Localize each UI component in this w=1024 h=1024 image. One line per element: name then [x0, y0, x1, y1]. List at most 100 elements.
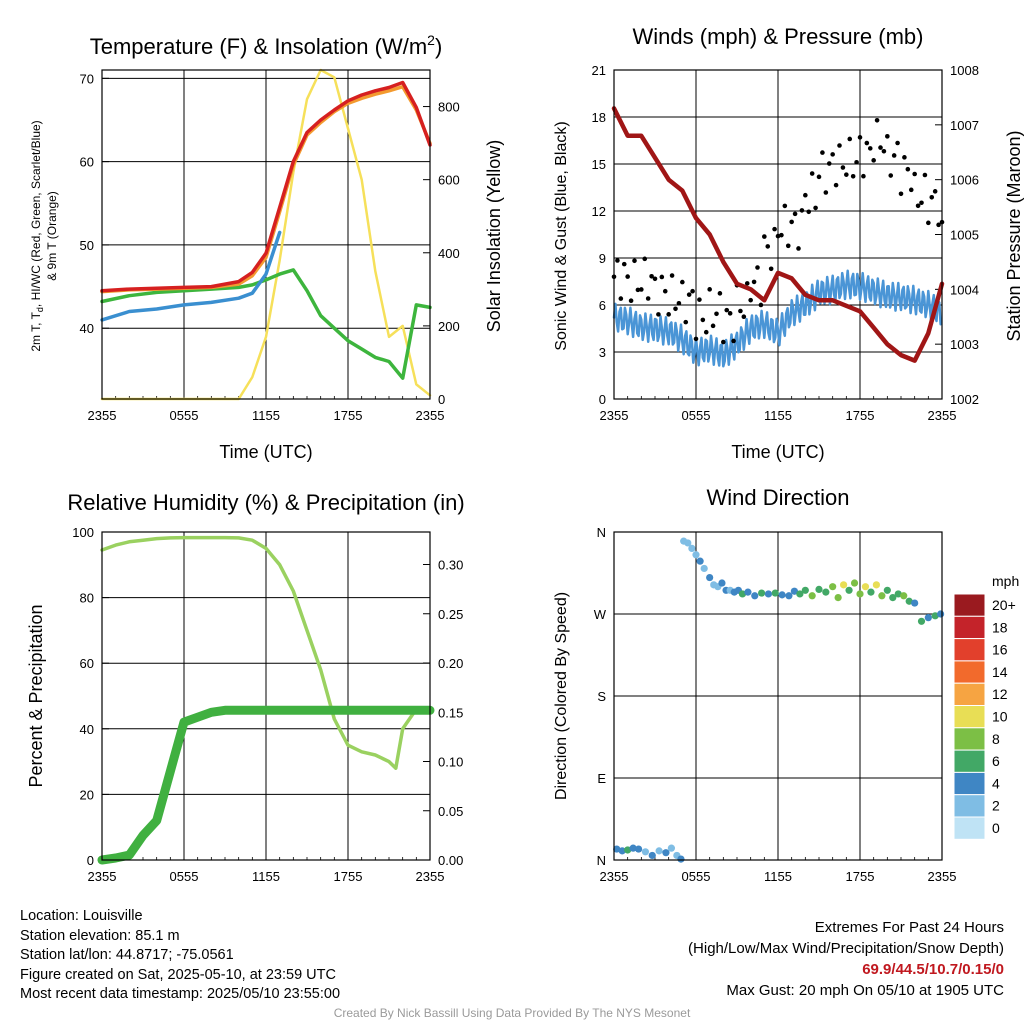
- gust-point: [717, 291, 723, 296]
- y-tick-label: W: [594, 607, 607, 622]
- x-tick-label: 1155: [252, 408, 280, 423]
- direction-point: [684, 539, 692, 547]
- direction-point: [629, 844, 637, 852]
- colorbar-swatch: [953, 593, 986, 617]
- colorbar-label: 12: [992, 686, 1008, 702]
- gust-point: [710, 323, 716, 329]
- gust-point: [676, 300, 682, 306]
- direction-point: [872, 581, 881, 589]
- station-info: Location: Louisville Station elevation: …: [20, 907, 340, 1005]
- x-tick-label: 1155: [764, 408, 792, 423]
- gust-point: [632, 258, 637, 264]
- y-tick-label: 6: [599, 298, 606, 313]
- winds-xlabel: Time (UTC): [731, 442, 824, 462]
- direction-point: [790, 587, 799, 595]
- extremes-box: Extremes For Past 24 Hours (High/Low/Max…: [688, 917, 1004, 1001]
- x-tick-label: 1755: [846, 869, 875, 884]
- winds-title: Winds (mph) & Pressure (mb): [633, 24, 924, 49]
- gust-point: [683, 319, 689, 325]
- gust-point: [888, 173, 894, 178]
- gust-point: [796, 246, 801, 251]
- gust-point: [871, 158, 876, 163]
- pressure-line: [611, 106, 945, 363]
- direction-point: [677, 855, 685, 863]
- y-tick-label: 80: [80, 591, 94, 606]
- humidity-panel: Relative Humidity (%) & Precipitation (i…: [26, 490, 465, 884]
- gust-point: [768, 266, 774, 272]
- y2-tick-label: 0.30: [438, 558, 463, 573]
- direction-point: [889, 594, 897, 602]
- gust-point: [731, 338, 736, 344]
- pressure-ylabel: Station Pressure (Maroon): [1004, 130, 1024, 341]
- direction-point: [778, 591, 786, 599]
- gust-point: [724, 307, 730, 313]
- gust-point: [656, 312, 661, 317]
- y-tick-label: 70: [80, 71, 94, 86]
- gust-point: [922, 172, 928, 178]
- gust-point: [635, 287, 641, 293]
- direction-point: [883, 586, 891, 594]
- humidity-ylabel: Percent & Precipitation: [26, 604, 46, 787]
- direction-point: [905, 597, 913, 605]
- y2-tick-label: 0.10: [438, 755, 463, 770]
- y-tick-label: 50: [80, 238, 94, 253]
- gust-point: [789, 219, 794, 225]
- colorbar-swatch: [953, 771, 986, 796]
- direction-point: [845, 586, 853, 594]
- colorbar-label: 10: [992, 709, 1008, 725]
- y2-tick-label: 1008: [950, 63, 979, 78]
- credit-line: Created By Nick Bassill Using Data Provi…: [333, 1006, 691, 1020]
- x-tick-label: 1155: [252, 869, 280, 884]
- gust-point: [673, 306, 678, 312]
- gust-point: [878, 145, 883, 150]
- x-tick-label: 2355: [416, 869, 445, 884]
- extremes-title: Extremes For Past 24 Hours: [814, 919, 1004, 936]
- gust-point: [744, 281, 750, 286]
- colorbar-title: mph: [992, 573, 1019, 589]
- y-tick-label: 3: [599, 345, 606, 360]
- gust-point: [615, 258, 620, 263]
- gust-point: [748, 297, 753, 303]
- direction-point: [744, 588, 752, 596]
- gust-point: [700, 317, 706, 323]
- direction-point: [829, 583, 837, 591]
- temperature-panel: Temperature (F) & Insolation (W/m2) 2355…: [29, 32, 504, 462]
- gust-point: [861, 173, 866, 179]
- x-tick-label: 2355: [88, 869, 117, 884]
- x-tick-label: 0555: [682, 869, 711, 884]
- gust-point: [686, 292, 692, 297]
- plot-border: [613, 69, 943, 400]
- gust-point: [905, 166, 911, 172]
- direction-point: [688, 544, 696, 553]
- colorbar-label: 0: [992, 820, 1000, 836]
- gust-point: [898, 191, 904, 197]
- gust-point: [628, 298, 634, 304]
- y-tick-label: N: [597, 853, 606, 868]
- colorbar-swatch: [953, 682, 986, 707]
- gust-point: [751, 279, 757, 285]
- gust-point: [652, 276, 658, 282]
- colorbar: 20+ 18 16 14 12 10 8 6 4 2 0: [953, 593, 1016, 840]
- y-tick-label: 100: [72, 525, 94, 540]
- gust-point: [779, 232, 784, 238]
- plot-border: [101, 69, 431, 400]
- gust-point: [833, 182, 839, 188]
- y-tick-label: 15: [592, 157, 606, 172]
- gust-point: [714, 311, 719, 317]
- y2-tick-label: 0.00: [438, 853, 463, 868]
- wind-ylabel: Sonic Wind & Gust (Blue, Black): [553, 121, 570, 350]
- gust-point: [755, 265, 760, 270]
- y-tick-label: 40: [80, 722, 94, 737]
- colorbar-label: 20+: [992, 597, 1016, 613]
- y-tick-label: 12: [592, 204, 606, 219]
- humidity-title: Relative Humidity (%) & Precipitation (i…: [67, 490, 464, 515]
- gust-point: [840, 165, 846, 170]
- direction-point: [911, 599, 919, 607]
- direction-point: [937, 610, 945, 618]
- direction-panel: Wind Direction 2355 0555 1155 1755 2355NESWN…: [553, 485, 1019, 884]
- gust-point: [826, 161, 832, 166]
- gust-point: [837, 143, 842, 148]
- gust-point: [895, 140, 900, 146]
- gust-point: [662, 288, 668, 294]
